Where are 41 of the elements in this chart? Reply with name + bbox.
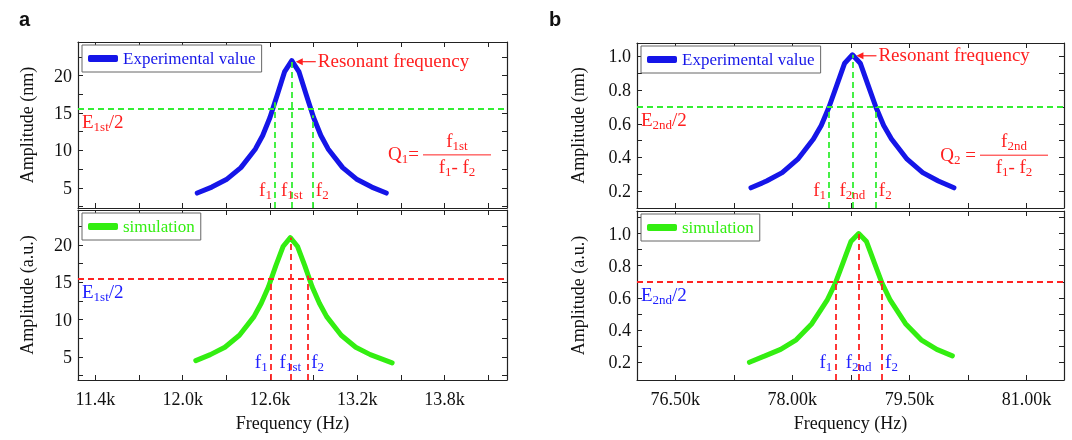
- x-tick-label: 12.0k: [162, 389, 203, 409]
- y-tick-label: 10: [54, 309, 72, 330]
- x-tick-label: 81.00k: [1001, 389, 1052, 409]
- y-tick-label: 5: [63, 177, 72, 198]
- annotation: Resonant frequency: [878, 44, 1031, 66]
- x-tick-label: 13.8k: [424, 389, 465, 409]
- y-tick-label: 10: [54, 140, 72, 161]
- y-tick-label: 0.2: [608, 352, 631, 373]
- x-axis-title: Frequency (Hz): [235, 413, 350, 434]
- legend-label: Experimental value: [123, 49, 256, 68]
- x-tick-label: 12.6k: [249, 389, 291, 409]
- chart-title: b: [549, 8, 562, 30]
- x-tick-label: 79.50k: [884, 389, 935, 409]
- legend-label: simulation: [123, 217, 196, 236]
- x-tick-label: 76.50k: [650, 389, 700, 409]
- y-tick-label: 0.8: [608, 255, 631, 276]
- y-tick-label: 20: [54, 65, 72, 86]
- y-tick-label: 0.2: [608, 181, 631, 202]
- y-tick-label: 1.0: [608, 46, 631, 67]
- y-axis-title: Amplitude (nm): [17, 66, 38, 184]
- y-axis-title: Amplitude (a.u.): [17, 235, 38, 355]
- y-tick-label: 0.4: [608, 320, 631, 341]
- y-tick-label: 0.8: [608, 80, 631, 101]
- y-tick-label: 5: [63, 346, 72, 367]
- y-tick-label: 0.6: [608, 287, 631, 308]
- y-tick-label: 0.6: [608, 113, 631, 134]
- x-axis-title: Frequency (Hz): [793, 413, 908, 434]
- x-tick-label: 78.00k: [767, 389, 818, 409]
- y-tick-label: 15: [54, 272, 72, 293]
- annotation: Resonant frequency: [317, 50, 470, 72]
- x-tick-label: 11.4k: [75, 389, 116, 409]
- y-tick-label: 20: [54, 235, 72, 256]
- y-axis-title: Amplitude (nm): [568, 67, 589, 184]
- y-axis-title: Amplitude (a.u.): [568, 235, 589, 356]
- y-tick-label: 15: [54, 103, 72, 124]
- chart-title: a: [19, 8, 31, 30]
- y-tick-label: 1.0: [608, 223, 631, 244]
- y-tick-label: 0.4: [608, 147, 631, 168]
- x-tick-label: 13.2k: [336, 389, 378, 409]
- legend-label: Experimental value: [682, 50, 815, 69]
- legend-label: simulation: [682, 218, 755, 237]
